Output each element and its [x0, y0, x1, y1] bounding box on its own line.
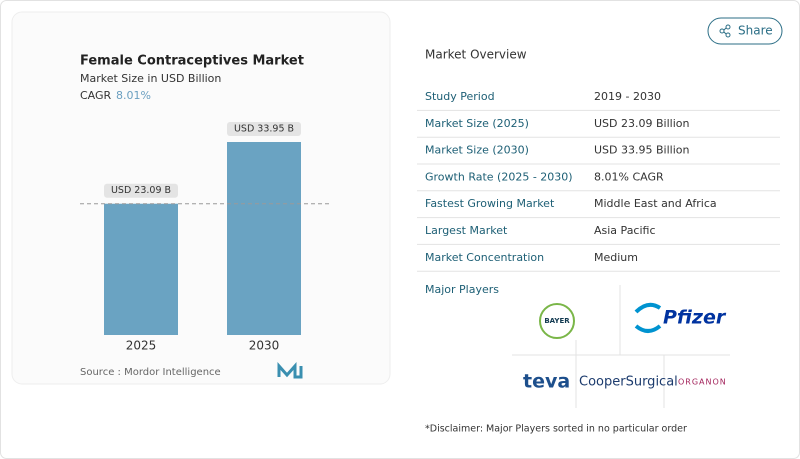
value-label-box	[227, 122, 301, 136]
bar	[104, 203, 178, 335]
chart-title: Female Contraceptives Market	[80, 54, 304, 69]
players-title: Major Players	[425, 283, 499, 296]
cagr-label: CAGR	[80, 89, 112, 102]
value-label-box	[104, 183, 178, 198]
disclaimer: *Disclaimer: Major Players sorted in no …	[425, 424, 687, 435]
logo: Pfizer	[663, 307, 727, 329]
bayer-ring	[539, 303, 575, 339]
bar	[227, 142, 301, 335]
logo: teva	[523, 371, 570, 393]
value-label: USD 33.95 B	[234, 124, 294, 135]
row-label: Market Size (2030)	[425, 144, 529, 157]
row-value: 8.01% CAGR	[594, 170, 664, 183]
overview-title: Market Overview	[425, 48, 527, 62]
row-value: USD 33.95 Billion	[594, 144, 689, 157]
value-label: USD 23.09 B	[111, 185, 171, 196]
logo: ORGANON	[678, 378, 727, 387]
share-button[interactable]	[707, 17, 783, 45]
row-value: Medium	[594, 251, 638, 264]
row-label: Study Period	[425, 90, 495, 103]
chart-subtitle: Market Size in USD Billion	[80, 72, 221, 85]
row-label: Market Size (2025)	[425, 117, 529, 130]
logo: BAYER	[544, 317, 570, 325]
row-value: 2019 - 2030	[594, 90, 661, 103]
x-tick-label: 2030	[249, 339, 280, 353]
row-label: Largest Market	[425, 224, 508, 237]
logo-grid	[512, 285, 730, 408]
source: Source : Mordor Intelligence	[80, 367, 221, 378]
x-tick-label: 2025	[126, 339, 157, 353]
row-label: Fastest Growing Market	[425, 197, 555, 210]
row-label: Growth Rate (2025 - 2030)	[425, 170, 573, 183]
share-label[interactable]: Share	[738, 24, 773, 38]
cagr-value: 8.01%	[116, 89, 151, 102]
share-icon	[719, 24, 731, 38]
pfizer-mark	[634, 302, 662, 333]
source-logo	[277, 362, 303, 379]
row-value: Middle East and Africa	[594, 197, 717, 210]
logo: CooperSurgical	[579, 375, 678, 390]
row-value: Asia Pacific	[594, 224, 656, 237]
row-label: Market Concentration	[425, 251, 544, 264]
row-value: USD 23.09 Billion	[594, 117, 689, 130]
